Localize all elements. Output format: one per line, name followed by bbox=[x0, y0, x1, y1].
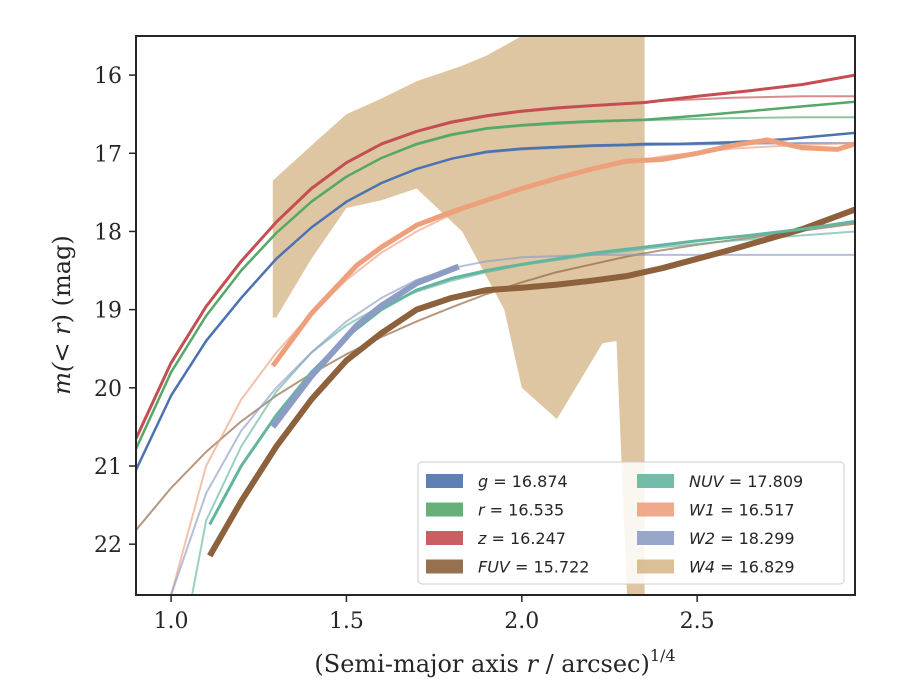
x-tick-label: 2.0 bbox=[504, 609, 539, 634]
legend-var: r bbox=[478, 501, 486, 520]
x-axis-title-suffix: / arcsec) bbox=[538, 650, 650, 678]
legend-var: W1 bbox=[689, 501, 715, 520]
x-tick-label: 1.0 bbox=[154, 609, 189, 634]
legend-value: = 16.535 bbox=[485, 501, 565, 520]
legend-value: = 16.247 bbox=[486, 529, 566, 548]
x-axis-title-var: r bbox=[526, 650, 539, 678]
y-axis-title: m(< r) (mag) bbox=[48, 235, 76, 395]
legend-var: NUV bbox=[689, 472, 725, 491]
legend-var: FUV bbox=[478, 558, 511, 577]
legend-value: = 16.517 bbox=[715, 501, 795, 520]
series-w4-band bbox=[272, 36, 645, 595]
series-w2-line bbox=[270, 263, 460, 429]
legend-var: g bbox=[478, 472, 488, 491]
legend-swatch bbox=[426, 502, 463, 517]
series-nuv-line bbox=[208, 219, 855, 526]
legend-box bbox=[417, 461, 845, 585]
legend-value: = 16.829 bbox=[715, 558, 795, 577]
legend-var: W4 bbox=[689, 558, 715, 577]
axis-ticks: 1.0 1.5 2.0 2.5 16 17 18 19 20 21 22 bbox=[94, 64, 715, 634]
legend-label: W2 = 18.299 bbox=[689, 529, 795, 548]
y-tick-label: 17 bbox=[94, 142, 122, 167]
legend-label: W4 = 16.829 bbox=[689, 558, 795, 577]
x-tick-label: 1.5 bbox=[329, 609, 364, 634]
legend-swatch bbox=[637, 502, 674, 517]
legend-label: FUV = 15.722 bbox=[478, 558, 589, 577]
series-z-line bbox=[136, 73, 855, 440]
legend-swatch bbox=[637, 559, 674, 574]
y-tick-label: 19 bbox=[94, 299, 122, 324]
series-r-line bbox=[136, 100, 855, 450]
y-tick-label: 16 bbox=[94, 64, 122, 89]
series-nuv-model bbox=[191, 230, 855, 595]
y-axis-title-var: r bbox=[48, 322, 76, 335]
y-tick-label: 20 bbox=[94, 377, 122, 402]
x-axis-title: (Semi-major axis r / arcsec)1/4 bbox=[314, 646, 675, 678]
legend-label: r = 16.535 bbox=[478, 501, 564, 520]
series-g-line bbox=[136, 131, 855, 471]
legend-value: = 18.299 bbox=[715, 529, 795, 548]
legend-value: = 16.874 bbox=[488, 472, 568, 491]
legend-var: z bbox=[477, 529, 487, 548]
legend-label: W1 = 16.517 bbox=[689, 501, 795, 520]
legend-swatch bbox=[637, 474, 674, 488]
x-tick-label: 2.5 bbox=[680, 609, 715, 634]
y-tick-label: 18 bbox=[94, 220, 122, 245]
series-fuv-line bbox=[207, 206, 855, 558]
x-axis-title-exponent: 1/4 bbox=[650, 646, 676, 665]
y-tick-label: 21 bbox=[94, 455, 122, 480]
y-axis-title-prefix: m(< bbox=[48, 335, 76, 395]
legend-swatch bbox=[426, 531, 463, 545]
x-axis-title-prefix: (Semi-major axis bbox=[314, 650, 526, 678]
legend-value: = 15.722 bbox=[510, 558, 590, 577]
legend-label: z = 16.247 bbox=[477, 529, 566, 548]
legend-swatch bbox=[637, 531, 674, 545]
series-w1-line bbox=[270, 137, 855, 368]
y-axis-title-suffix: ) (mag) bbox=[48, 235, 76, 323]
plot-area bbox=[136, 36, 855, 595]
y-tick-label: 22 bbox=[94, 533, 122, 558]
legend-swatch bbox=[426, 559, 463, 574]
legend-value: = 17.809 bbox=[724, 472, 804, 491]
legend-label: NUV = 17.809 bbox=[689, 472, 803, 491]
plot-frame bbox=[135, 35, 856, 596]
legend-label: g = 16.874 bbox=[478, 472, 568, 491]
legend-var: W2 bbox=[689, 529, 715, 548]
legend-swatch bbox=[426, 474, 463, 488]
